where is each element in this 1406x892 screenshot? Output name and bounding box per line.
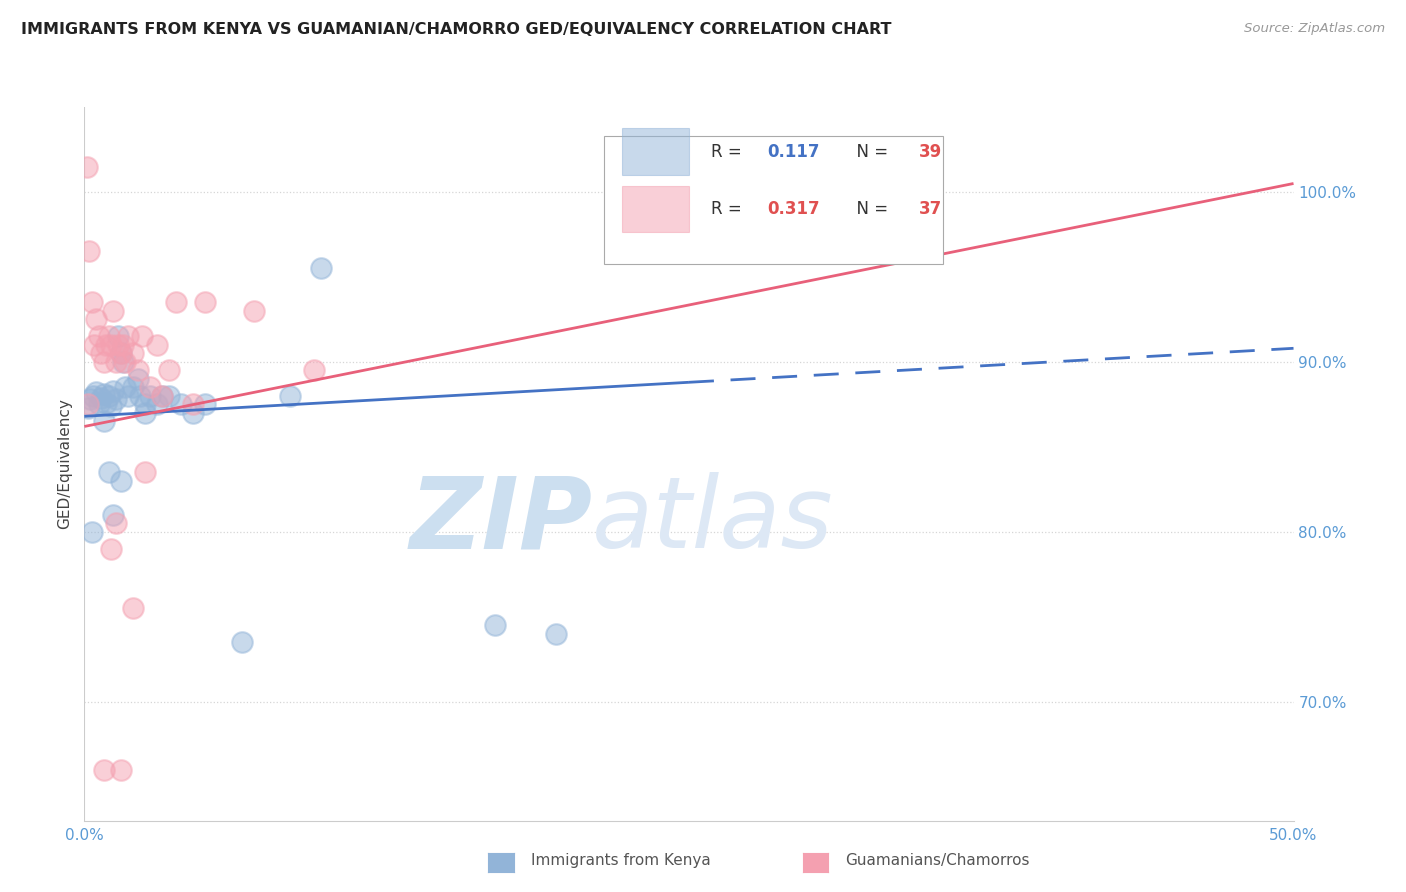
Point	[86, 385, 108, 400]
Point	[127, 363, 149, 377]
Point	[242, 304, 264, 318]
Point	[134, 397, 156, 411]
Point	[93, 387, 115, 401]
Point	[138, 389, 160, 403]
Point	[94, 338, 117, 352]
Point	[484, 618, 506, 632]
Point	[114, 380, 136, 394]
Point	[103, 508, 125, 522]
Point	[194, 295, 217, 310]
Point	[77, 397, 100, 411]
Point	[107, 338, 129, 352]
Point	[80, 295, 103, 310]
Point	[100, 541, 122, 556]
Point	[90, 391, 112, 405]
Text: atlas: atlas	[592, 473, 834, 569]
Point	[77, 244, 100, 259]
Text: 0.317: 0.317	[768, 200, 820, 218]
Point	[157, 389, 180, 403]
Point	[83, 338, 105, 352]
Text: N =: N =	[846, 200, 893, 218]
Point	[97, 329, 120, 343]
Point	[117, 329, 139, 343]
Point	[146, 397, 169, 411]
Point	[117, 389, 139, 403]
Point	[194, 397, 217, 411]
Point	[97, 466, 120, 480]
Text: 0.117: 0.117	[768, 143, 820, 161]
Y-axis label: GED/Equivalency: GED/Equivalency	[58, 399, 73, 529]
Point	[110, 474, 132, 488]
Point	[104, 516, 127, 531]
Point	[170, 397, 193, 411]
Point	[134, 406, 156, 420]
Point	[150, 389, 173, 403]
Point	[114, 355, 136, 369]
Text: 39: 39	[918, 143, 942, 161]
Point	[104, 392, 127, 407]
Text: Immigrants from Kenya: Immigrants from Kenya	[530, 854, 710, 868]
Point	[76, 160, 98, 174]
Point	[93, 763, 115, 777]
Point	[77, 401, 100, 415]
Text: 37: 37	[918, 200, 942, 218]
Point	[104, 355, 127, 369]
Point	[100, 338, 122, 352]
Point	[112, 338, 135, 352]
Point	[544, 626, 567, 640]
Point	[107, 329, 129, 343]
Point	[103, 384, 125, 398]
Text: R =: R =	[710, 200, 747, 218]
Point	[87, 329, 110, 343]
Point	[165, 295, 187, 310]
Point	[87, 397, 110, 411]
Point	[181, 406, 204, 420]
Point	[100, 399, 122, 413]
Point	[311, 261, 333, 276]
Point	[82, 389, 104, 403]
Point	[79, 392, 101, 407]
Point	[231, 635, 253, 649]
Point	[278, 389, 301, 403]
Point	[150, 389, 173, 403]
Point	[157, 363, 180, 377]
Point	[103, 304, 125, 318]
Text: ZIP: ZIP	[409, 473, 592, 569]
Point	[94, 395, 117, 409]
FancyBboxPatch shape	[623, 186, 689, 232]
Point	[112, 355, 135, 369]
Point	[93, 414, 115, 428]
Text: N =: N =	[846, 143, 893, 161]
Point	[138, 380, 160, 394]
Point	[97, 389, 120, 403]
Point	[121, 346, 143, 360]
Point	[110, 763, 132, 777]
Text: Guamanians/Chamorros: Guamanians/Chamorros	[845, 854, 1029, 868]
Point	[302, 363, 325, 377]
Point	[93, 355, 115, 369]
Point	[134, 466, 156, 480]
Text: R =: R =	[710, 143, 747, 161]
Point	[121, 380, 143, 394]
Point	[90, 346, 112, 360]
Point	[110, 346, 132, 360]
FancyBboxPatch shape	[623, 128, 689, 175]
Point	[181, 397, 204, 411]
Point	[80, 524, 103, 539]
Point	[127, 372, 149, 386]
Point	[121, 601, 143, 615]
Point	[86, 312, 108, 326]
Point	[131, 329, 153, 343]
Text: Source: ZipAtlas.com: Source: ZipAtlas.com	[1244, 22, 1385, 36]
Point	[110, 346, 132, 360]
FancyBboxPatch shape	[605, 136, 943, 264]
Point	[146, 338, 169, 352]
Text: IMMIGRANTS FROM KENYA VS GUAMANIAN/CHAMORRO GED/EQUIVALENCY CORRELATION CHART: IMMIGRANTS FROM KENYA VS GUAMANIAN/CHAMO…	[21, 22, 891, 37]
Point	[129, 389, 152, 403]
